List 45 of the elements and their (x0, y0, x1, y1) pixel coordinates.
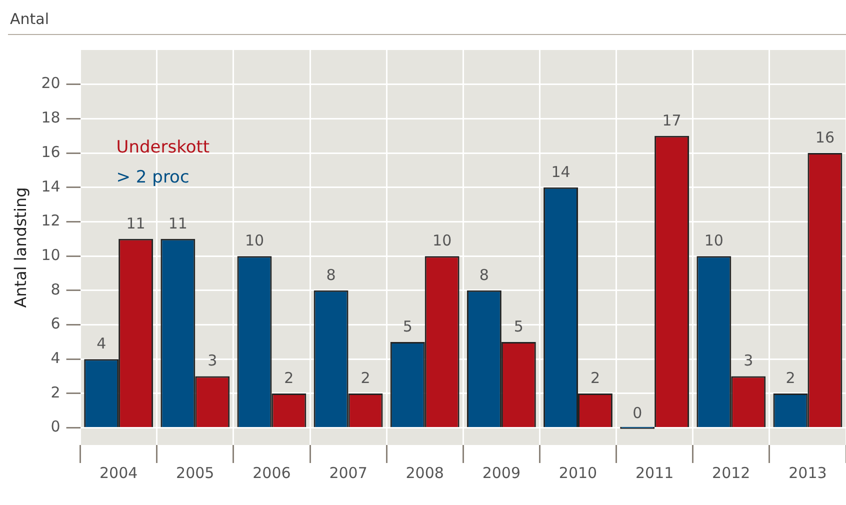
x-tick-label: 2005 (176, 464, 214, 482)
data-label: 16 (815, 128, 834, 146)
data-label: 10 (704, 231, 724, 250)
data-label: 3 (744, 352, 754, 370)
data-label: 10 (432, 231, 452, 250)
y-tick-label: 8 (50, 280, 60, 298)
data-label: 17 (662, 111, 682, 130)
y-tick-label: 4 (50, 349, 60, 368)
y-tick-label: 10 (41, 246, 60, 264)
data-label: 8 (479, 266, 489, 284)
x-tick-label: 2008 (406, 464, 444, 482)
y-tick-label: 6 (50, 314, 60, 333)
y-tick-label: 2 (50, 383, 60, 402)
x-tick-label: 2007 (329, 464, 368, 482)
data-label: 2 (360, 368, 370, 387)
y-tick-label: 12 (41, 212, 60, 230)
data-label: 11 (126, 214, 146, 232)
x-tick-label: 2011 (635, 464, 674, 482)
data-label: 2 (786, 368, 796, 387)
x-tick-label: 2009 (482, 464, 521, 482)
x-tick-label: 2012 (712, 464, 750, 482)
x-tick-label: 2013 (788, 464, 827, 482)
y-axis-title: Antal landsting (10, 187, 30, 308)
x-tick-label: 2004 (99, 464, 138, 482)
y-tick-label: 0 (50, 418, 60, 436)
data-label: 8 (326, 266, 336, 284)
data-label: 2 (590, 368, 600, 387)
y-tick-label: 14 (41, 177, 60, 196)
x-tick-label: 2010 (558, 464, 598, 482)
y-tick-label: 16 (41, 142, 60, 161)
chart-subtitle: Antal (8, 8, 846, 35)
text: Underskott (116, 137, 210, 158)
text: > 2 proc (116, 167, 190, 188)
y-tick-label: 18 (41, 108, 60, 127)
data-label: 2 (284, 368, 294, 387)
data-label: 5 (402, 317, 412, 336)
data-label: 0 (632, 404, 642, 422)
y-tick-label: 20 (41, 74, 60, 92)
data-label: 14 (551, 162, 570, 181)
data-label: 3 (208, 352, 218, 370)
data-label: 4 (96, 334, 106, 353)
data-label: 11 (168, 214, 188, 232)
data-label: 10 (244, 231, 264, 250)
data-label: 5 (514, 317, 524, 336)
x-tick-label: 2006 (252, 464, 291, 482)
